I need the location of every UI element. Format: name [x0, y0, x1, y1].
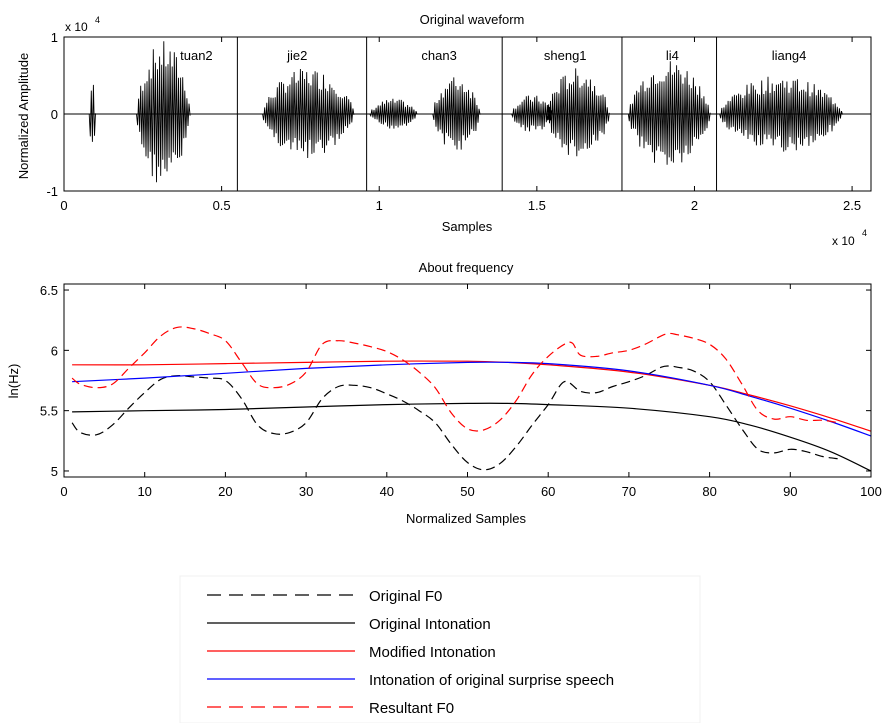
frequency-x-tick-label: 20: [218, 484, 232, 499]
waveform-segment-lines: [236, 37, 718, 191]
waveform-x-exponent-base: x 10: [832, 234, 855, 248]
waveform-burst: [136, 41, 191, 183]
frequency-y-tick-label: 5: [51, 464, 58, 479]
syllable-label: li4: [666, 48, 679, 63]
frequency-panel: About frequency 0 10 20 30 40 50 60 70 80 90 100 5…: [6, 260, 882, 526]
frequency-title: About frequency: [419, 260, 514, 275]
waveform-title: Original waveform: [420, 12, 525, 27]
waveform-x-exponent-power: 4: [862, 228, 867, 238]
frequency-series: [71, 326, 872, 472]
waveform-panel: Original waveform x 10 4 tuan2 jie2 chan3 s…: [16, 12, 872, 248]
waveform-burst: [262, 68, 355, 159]
frequency-x-tick-label: 60: [541, 484, 555, 499]
frequency-x-tick-label: 30: [299, 484, 313, 499]
waveform-burst: [627, 61, 711, 165]
legend-intonation-of-original-surprise-speech-label: Intonation of original surprise speech: [369, 672, 614, 689]
frequency-axes-frame: [63, 283, 872, 478]
waveform-burst: [511, 95, 554, 132]
waveform-y-label: Normalized Amplitude: [16, 53, 31, 179]
series-resultant-f0-line: [71, 326, 839, 432]
legend-resultant-f0-label: Resultant F0: [369, 700, 454, 717]
syllable-label: chan3: [421, 48, 456, 63]
waveform-y-exponent-base: x 10: [65, 20, 88, 34]
waveform-x-tick-label: 1.5: [528, 198, 546, 213]
waveform-burst: [369, 98, 418, 129]
frequency-x-tick-label: 90: [783, 484, 797, 499]
frequency-x-tick-label: 70: [622, 484, 636, 499]
frequency-y-tick-label: 6.5: [40, 283, 58, 298]
legend-modified-intonation-label: Modified Intonation: [369, 644, 496, 661]
frequency-x-tick-label: 40: [380, 484, 394, 499]
frequency-y-label: ln(Hz): [6, 364, 21, 399]
waveform-y-tick-label: -1: [46, 184, 58, 199]
legend-box: [179, 575, 701, 723]
waveform-y-ticks: -1 0 1: [46, 30, 871, 199]
frequency-x-ticks: 0 10 20 30 40 50 60 70 80 90 100: [60, 284, 882, 499]
legend-items: Original F0 Original Intonation Modified I…: [207, 588, 614, 717]
waveform-x-tick-label: 1: [376, 198, 383, 213]
waveform-x-tick-label: 2: [691, 198, 698, 213]
waveform-x-tick-label: 2.5: [843, 198, 861, 213]
waveform-x-tick-label: 0.5: [213, 198, 231, 213]
syllable-label: tuan2: [180, 48, 213, 63]
waveform-signal: [64, 41, 871, 183]
waveform-x-label: Samples: [442, 219, 493, 234]
waveform-burst: [432, 77, 481, 150]
frequency-x-tick-label: 100: [860, 484, 882, 499]
syllable-label: liang4: [772, 48, 807, 63]
legend-original-f0-label: Original F0: [369, 588, 442, 605]
syllable-label: jie2: [286, 48, 307, 63]
frequency-x-label: Normalized Samples: [406, 511, 526, 526]
syllable-label: sheng1: [544, 48, 587, 63]
waveform-y-exponent-power: 4: [95, 15, 100, 25]
frequency-y-tick-label: 6: [51, 343, 58, 358]
waveform-y-tick-label: 1: [51, 30, 58, 45]
waveform-x-tick-label: 0: [60, 198, 67, 213]
frequency-y-ticks: 5 5.5 6 6.5: [40, 283, 871, 479]
waveform-y-tick-label: 0: [51, 107, 58, 122]
series-original-f0-line: [71, 365, 839, 471]
frequency-y-tick-label: 5.5: [40, 404, 58, 419]
legend-original-intonation-label: Original Intonation: [369, 616, 491, 633]
waveform-burst: [545, 68, 610, 157]
series-intonation-of-original-surprise-speech-line: [72, 361, 872, 437]
frequency-x-tick-label: 80: [702, 484, 716, 499]
frequency-x-tick-label: 50: [460, 484, 474, 499]
waveform-x-ticks: 0 0.5 1 1.5 2 2.5: [60, 37, 861, 213]
frequency-x-tick-label: 10: [137, 484, 151, 499]
legend: Original F0 Original Intonation Modified I…: [179, 575, 701, 723]
series-original-intonation-line: [72, 402, 872, 472]
frequency-x-tick-label: 0: [60, 484, 67, 499]
waveform-syllable-labels: tuan2 jie2 chan3 sheng1 li4 liang4: [180, 48, 806, 63]
waveform-burst: [88, 84, 96, 142]
waveform-burst: [719, 76, 843, 152]
